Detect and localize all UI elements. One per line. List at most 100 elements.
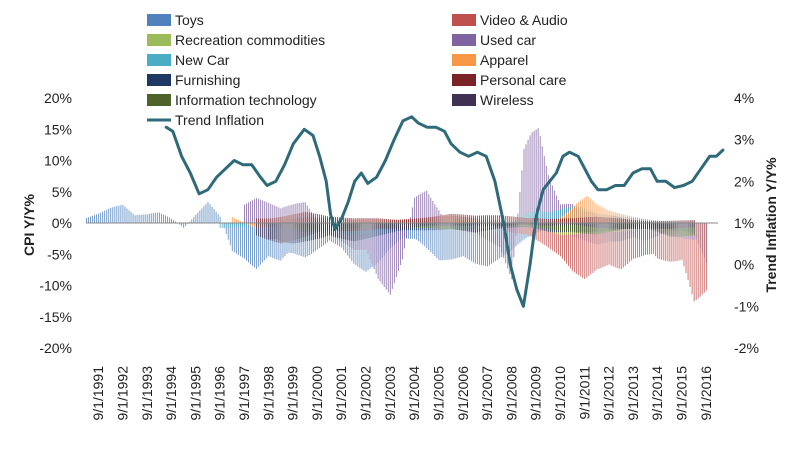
bar [444,223,446,229]
bar [118,205,120,223]
bar [337,217,339,223]
bar [478,223,480,226]
bar [594,202,596,223]
bar [667,223,669,236]
bar [416,223,418,240]
bar [148,213,150,223]
bar [649,223,651,230]
bar [493,215,495,223]
y2-tick-label: -2% [734,340,759,356]
bar [521,223,523,234]
bar [254,223,256,228]
bar [219,223,221,228]
bar [525,223,527,235]
bar [438,223,440,226]
bar [685,223,687,274]
bar [600,206,602,223]
bar [602,217,604,223]
bar [667,223,669,229]
bar [582,217,584,223]
bar [568,223,569,232]
bar [373,223,375,269]
x-tick-label: 9/1/1996 [212,366,228,421]
bar [604,208,606,223]
bar [549,218,551,223]
bar [422,223,424,227]
bar [288,223,290,242]
x-tick-label: 9/1/1995 [187,366,203,421]
bar [515,223,517,226]
bar [624,219,626,223]
bar [387,223,389,293]
bar [278,223,280,244]
bar [94,215,95,223]
bar [347,223,349,232]
bar [547,219,549,223]
bar [327,223,328,231]
bar [402,223,403,230]
bar [294,203,296,223]
x-tick-label: 9/1/1994 [163,366,179,421]
bar [541,218,543,223]
bar [641,223,642,230]
bar [478,223,480,230]
bar [553,190,555,223]
bar [205,204,207,223]
bar [432,223,434,254]
bar [237,223,239,255]
bar [483,223,484,229]
bar [237,220,239,223]
bar [509,223,511,274]
legend-swatch-video-audio [452,14,476,26]
legend-swatch-recreation-commodities [147,34,171,46]
bar [387,223,389,230]
bar [578,217,580,223]
bar [268,202,270,223]
bar [124,206,126,223]
bar [284,216,286,223]
bar [566,218,567,223]
bar [369,223,371,231]
legend-swatch-used-car [452,34,476,46]
bar [555,218,557,223]
bar [677,223,679,237]
bar [675,223,677,262]
bar [440,223,442,261]
bar [266,218,268,223]
bar [612,223,614,229]
bar [578,223,580,226]
bar [598,223,600,269]
bar [679,220,681,223]
bar [541,223,543,229]
bar [365,218,367,223]
bar [357,223,359,231]
bar [371,218,373,223]
bar [308,223,310,236]
bar [436,207,438,223]
bar-layer [86,128,707,302]
x-tick-label: 9/1/2008 [503,366,519,421]
bar [375,223,377,237]
bar [665,223,667,261]
axes: 20% 15% 10% 5% 0% -5% -10% -15% -20% 4% 3% 2% 1% 0% -1… [39,90,759,421]
bar [485,215,486,223]
bar [367,223,369,255]
bar [622,218,624,223]
bar [436,223,438,259]
bar [426,223,428,249]
bar [302,212,304,223]
bar [231,223,233,251]
bar [428,223,430,226]
bar [584,223,586,280]
bar [343,217,345,223]
bar [549,223,551,230]
bar [377,223,379,279]
bar [685,223,687,237]
bar [418,218,420,223]
bar [351,223,353,232]
bar [653,223,655,255]
bar [329,223,330,231]
x-tick-label: 9/1/1998 [260,366,276,421]
bar [683,223,685,228]
bar [614,218,616,223]
